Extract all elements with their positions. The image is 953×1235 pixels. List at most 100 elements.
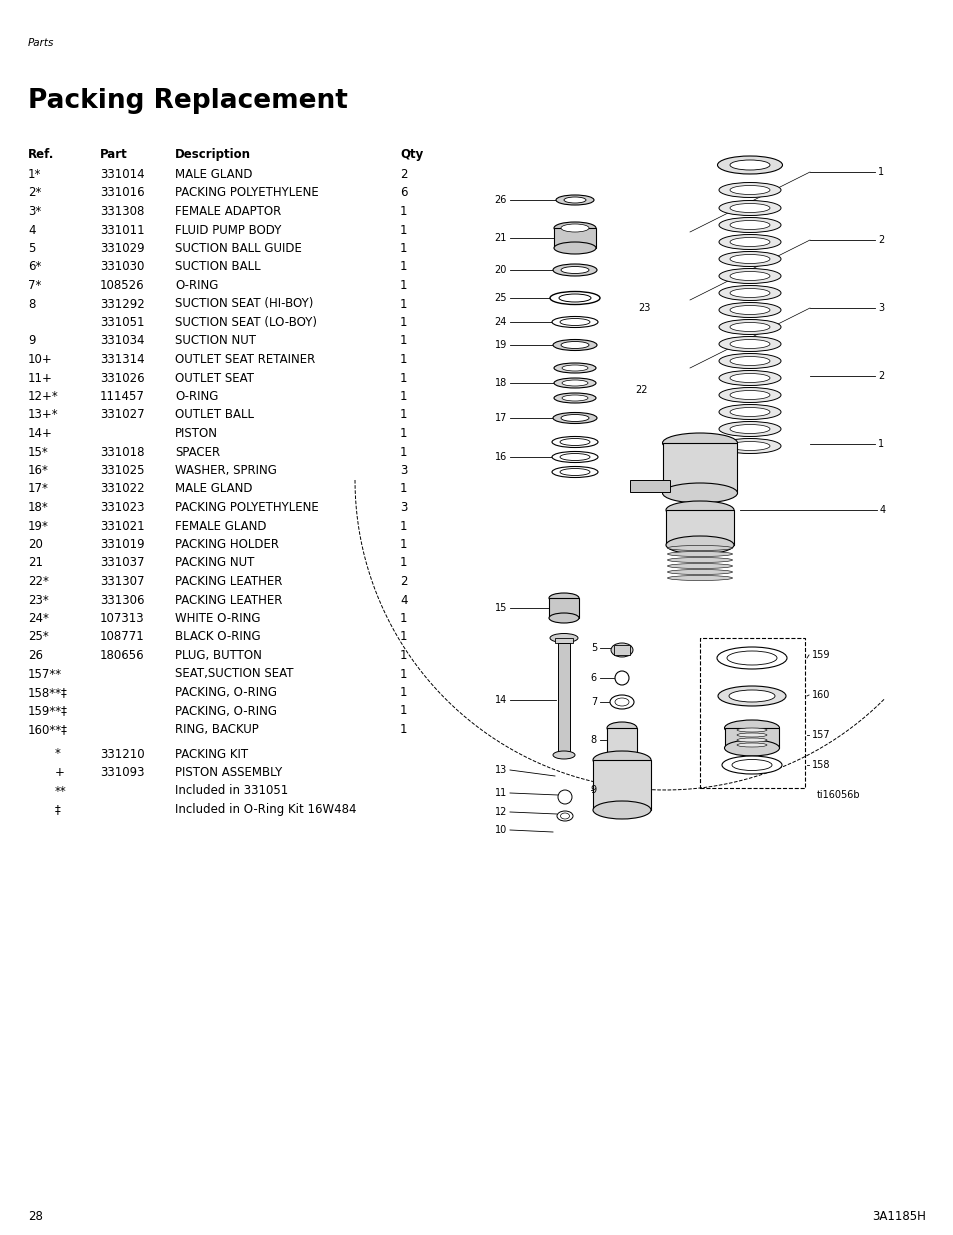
Text: OUTLET SEAT RETAINER: OUTLET SEAT RETAINER	[174, 353, 314, 366]
Text: 331307: 331307	[100, 576, 144, 588]
Ellipse shape	[729, 204, 769, 212]
Ellipse shape	[719, 200, 781, 215]
Text: 1: 1	[399, 520, 407, 532]
Text: 3: 3	[877, 303, 883, 312]
Text: 1: 1	[399, 279, 407, 291]
Ellipse shape	[729, 161, 769, 170]
Text: 111457: 111457	[100, 390, 145, 403]
Ellipse shape	[559, 319, 589, 326]
Text: *: *	[55, 747, 61, 761]
Text: 331023: 331023	[100, 501, 144, 514]
Text: 1: 1	[877, 167, 883, 177]
Text: 11: 11	[495, 788, 506, 798]
Ellipse shape	[554, 393, 596, 403]
Ellipse shape	[561, 366, 587, 370]
Text: 6*: 6*	[28, 261, 41, 273]
Text: SUCTION BALL GUIDE: SUCTION BALL GUIDE	[174, 242, 301, 254]
Text: 16: 16	[495, 452, 506, 462]
Text: 331306: 331306	[100, 594, 144, 606]
Ellipse shape	[737, 734, 766, 737]
Text: PACKING HOLDER: PACKING HOLDER	[174, 538, 278, 551]
Ellipse shape	[606, 722, 637, 734]
Text: 22*: 22*	[28, 576, 49, 588]
Text: 1: 1	[399, 372, 407, 384]
Text: 160**‡: 160**‡	[28, 722, 68, 736]
Ellipse shape	[560, 415, 588, 421]
Text: 23: 23	[638, 303, 650, 312]
Ellipse shape	[558, 790, 572, 804]
Text: 1*: 1*	[28, 168, 41, 182]
Text: 2: 2	[877, 235, 883, 245]
Text: 1: 1	[399, 557, 407, 569]
Text: 107313: 107313	[100, 613, 145, 625]
Text: 331314: 331314	[100, 353, 145, 366]
Text: 4: 4	[879, 505, 885, 515]
Bar	[700, 638, 804, 788]
Text: PACKING LEATHER: PACKING LEATHER	[174, 576, 282, 588]
Text: 1: 1	[399, 409, 407, 421]
Text: 11+: 11+	[28, 372, 52, 384]
Ellipse shape	[737, 739, 766, 742]
Text: 25*: 25*	[28, 631, 49, 643]
Text: 1: 1	[399, 722, 407, 736]
Ellipse shape	[553, 412, 597, 424]
Text: 9: 9	[28, 335, 35, 347]
Ellipse shape	[557, 811, 573, 821]
Text: 26: 26	[28, 650, 43, 662]
Text: 2: 2	[399, 576, 407, 588]
Ellipse shape	[729, 373, 769, 383]
Text: 331051: 331051	[100, 316, 144, 329]
Text: SEAT,SUCTION SEAT: SEAT,SUCTION SEAT	[174, 667, 294, 680]
Text: 25: 25	[494, 293, 506, 303]
Ellipse shape	[560, 267, 588, 273]
Text: OUTLET BALL: OUTLET BALL	[174, 409, 253, 421]
Bar	[558, 643, 569, 753]
Text: 331292: 331292	[100, 298, 145, 310]
Ellipse shape	[609, 695, 634, 709]
Text: 16*: 16*	[28, 464, 49, 477]
Ellipse shape	[718, 685, 785, 706]
Ellipse shape	[552, 436, 598, 447]
Ellipse shape	[548, 593, 578, 603]
Ellipse shape	[554, 363, 596, 373]
Bar	[724, 727, 779, 748]
Text: 108771: 108771	[100, 631, 145, 643]
Text: 22: 22	[635, 385, 647, 395]
Text: 8: 8	[28, 298, 35, 310]
Ellipse shape	[554, 242, 596, 254]
Text: 1: 1	[399, 205, 407, 219]
Text: 331018: 331018	[100, 446, 144, 458]
Ellipse shape	[559, 453, 589, 461]
Text: FLUID PUMP BODY: FLUID PUMP BODY	[174, 224, 281, 236]
Text: WASHER, SPRING: WASHER, SPRING	[174, 464, 276, 477]
Ellipse shape	[729, 408, 769, 416]
Text: PISTON ASSEMBLY: PISTON ASSEMBLY	[174, 766, 282, 779]
Ellipse shape	[729, 322, 769, 331]
Text: Packing Replacement: Packing Replacement	[28, 88, 348, 114]
Ellipse shape	[552, 467, 598, 478]
Ellipse shape	[737, 743, 766, 747]
Ellipse shape	[667, 552, 732, 557]
Ellipse shape	[729, 289, 769, 298]
Text: 10+: 10+	[28, 353, 52, 366]
Text: 7*: 7*	[28, 279, 41, 291]
Text: 180656: 180656	[100, 650, 145, 662]
Text: 1: 1	[399, 316, 407, 329]
Text: 3: 3	[399, 464, 407, 477]
Text: Included in O-Ring Kit 16W484: Included in O-Ring Kit 16W484	[174, 803, 356, 816]
Bar	[593, 760, 650, 810]
Ellipse shape	[550, 291, 599, 305]
Text: 6: 6	[590, 673, 597, 683]
Text: PACKING POLYETHYLENE: PACKING POLYETHYLENE	[174, 501, 318, 514]
Text: 1: 1	[399, 224, 407, 236]
Text: PACKING LEATHER: PACKING LEATHER	[174, 594, 282, 606]
Text: 24*: 24*	[28, 613, 49, 625]
Text: 15*: 15*	[28, 446, 49, 458]
Text: 18*: 18*	[28, 501, 49, 514]
Ellipse shape	[560, 342, 588, 348]
Text: 331308: 331308	[100, 205, 144, 219]
Text: 12+*: 12+*	[28, 390, 59, 403]
Text: 4: 4	[399, 594, 407, 606]
Bar	[606, 727, 637, 758]
Text: 1: 1	[399, 483, 407, 495]
